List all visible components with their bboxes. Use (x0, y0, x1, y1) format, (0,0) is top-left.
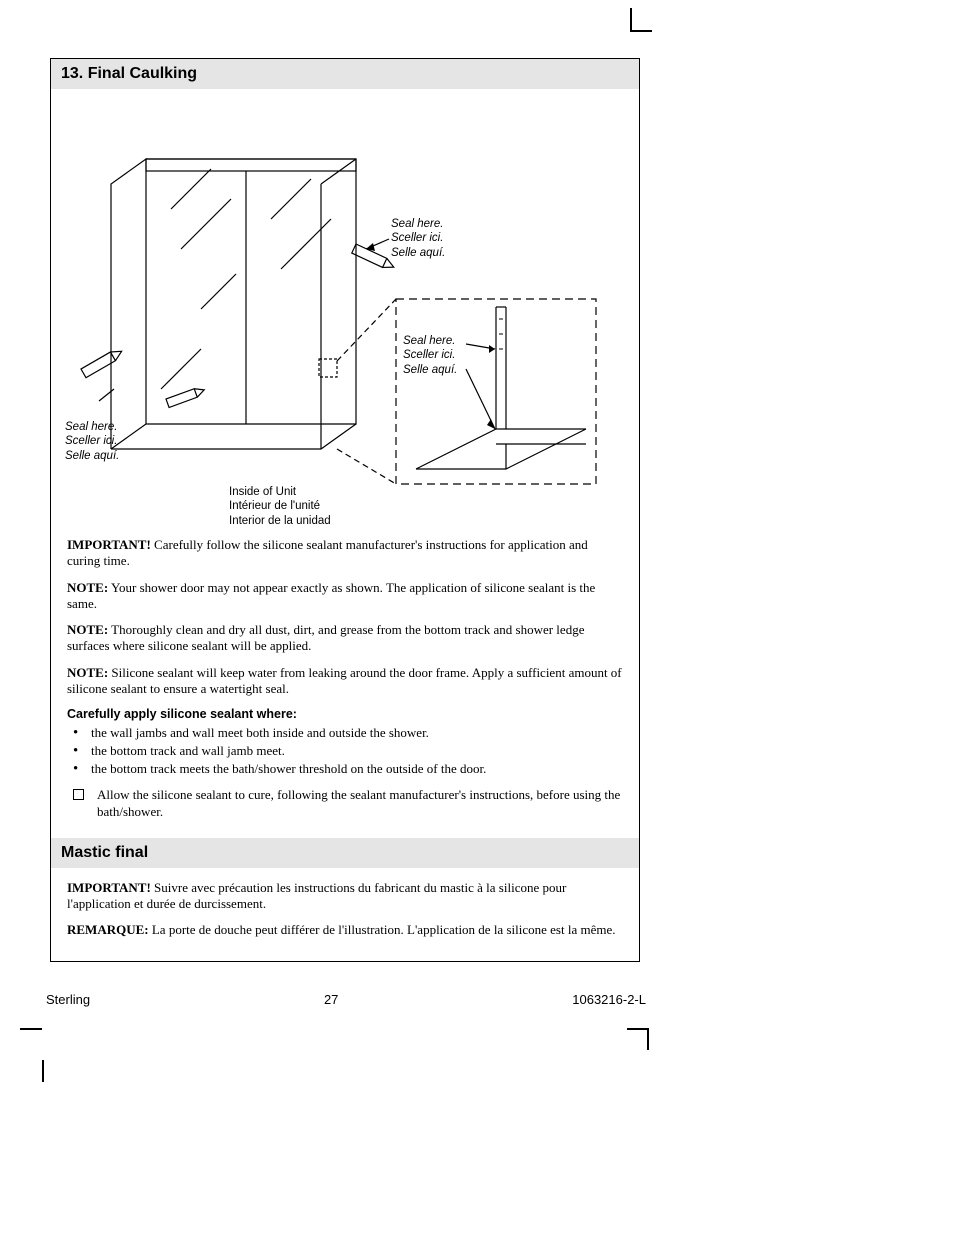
note-label: NOTE: (67, 665, 108, 680)
callout-inside-unit: Inside of Unit Intérieur de l'unité Inte… (229, 485, 331, 528)
footer-left: Sterling (46, 992, 90, 1007)
note-label: NOTE: (67, 622, 108, 637)
section-number: 13. (61, 65, 83, 82)
note3-text: Silicone sealant will keep water from le… (67, 665, 622, 696)
page-frame: 13. Final Caulking (50, 58, 640, 962)
note2-text: Thoroughly clean and dry all dust, dirt,… (67, 622, 584, 653)
important2-para: IMPORTANT! Suivre avec précaution les in… (67, 880, 623, 913)
crop-mark (630, 30, 652, 32)
crop-mark (20, 1028, 42, 1030)
figure-diagram: Seal here. Sceller ici. Selle aquí. Seal… (51, 89, 639, 489)
important-label: IMPORTANT! (67, 537, 151, 552)
remarque-label: REMARQUE: (67, 922, 149, 937)
list-item: the bottom track meets the bath/shower t… (73, 761, 623, 777)
section-title: Final Caulking (88, 65, 197, 82)
note3-para: NOTE: Silicone sealant will keep water f… (67, 665, 623, 698)
list-item: the bottom track and wall jamb meet. (73, 743, 623, 759)
section-header: 13. Final Caulking (51, 59, 639, 89)
note-label: NOTE: (67, 580, 108, 595)
crop-mark (647, 1028, 649, 1050)
crop-mark (630, 8, 632, 30)
bullet-list: the wall jambs and wall meet both inside… (73, 725, 623, 778)
important-para: IMPORTANT! Carefully follow the silicone… (67, 537, 623, 570)
page-footer: Sterling 27 1063216-2-L (46, 992, 646, 1007)
note1-para: NOTE: Your shower door may not appear ex… (67, 580, 623, 613)
important2-label: IMPORTANT! (67, 880, 151, 895)
footer-right: 1063216-2-L (572, 992, 646, 1007)
crop-mark (42, 1060, 44, 1082)
footer-center: 27 (324, 992, 338, 1007)
remarque-text: La porte de douche peut différer de l'il… (149, 922, 616, 937)
remarque-para: REMARQUE: La porte de douche peut différ… (67, 922, 623, 938)
list-item: the wall jambs and wall meet both inside… (73, 725, 623, 741)
checkbox-item: Allow the silicone sealant to cure, foll… (73, 787, 623, 820)
crop-mark (627, 1028, 649, 1030)
callout-seal-top: Seal here. Sceller ici. Selle aquí. (391, 217, 445, 260)
apply-heading: Carefully apply silicone sealant where: (67, 707, 623, 723)
callout-seal-detail: Seal here. Sceller ici. Selle aquí. (403, 334, 457, 377)
note2-para: NOTE: Thoroughly clean and dry all dust,… (67, 622, 623, 655)
body-text-section2: IMPORTANT! Suivre avec précaution les in… (51, 868, 639, 961)
body-text-section1: IMPORTANT! Carefully follow the silicone… (51, 537, 639, 838)
section2-header: Mastic final (51, 838, 639, 868)
note1-text: Your shower door may not appear exactly … (67, 580, 595, 611)
callout-seal-left: Seal here. Sceller ici. Selle aquí. (65, 420, 119, 463)
